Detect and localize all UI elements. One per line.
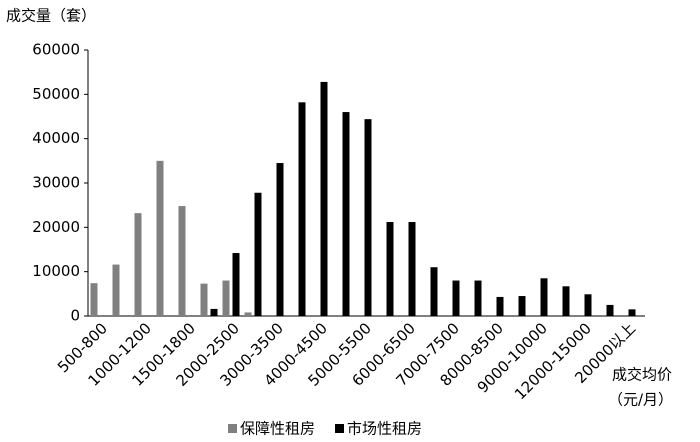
bar (210, 308, 218, 316)
bar (254, 192, 262, 316)
y-tick-label: 20000 (32, 218, 80, 236)
bar (386, 222, 394, 316)
bar (606, 304, 614, 316)
bar (452, 280, 460, 316)
x-axis-title: 成交均价 (612, 366, 672, 384)
y-tick-label: 30000 (32, 174, 80, 192)
y-axis-title: 成交量（套） (6, 7, 96, 25)
bar (628, 309, 636, 316)
bar (474, 280, 482, 316)
bar (232, 253, 240, 316)
bar (540, 278, 548, 316)
bar (518, 296, 526, 316)
y-tick-label: 40000 (32, 129, 80, 147)
bar (156, 160, 164, 316)
bar (364, 119, 372, 316)
bar (222, 280, 230, 316)
bar (562, 286, 570, 316)
legend-swatch (335, 424, 345, 433)
bar (178, 206, 186, 316)
bar (430, 267, 438, 316)
y-tick-label: 10000 (32, 262, 80, 280)
bar (200, 283, 208, 316)
x-tick-label: 12000-15000 (511, 319, 595, 403)
x-axis-title: （元/月） (608, 391, 673, 409)
bar (134, 213, 142, 316)
bar (342, 112, 350, 316)
bar (112, 264, 120, 316)
bar (244, 312, 252, 316)
y-tick-label: 50000 (32, 85, 80, 103)
bar (496, 296, 504, 316)
legend-label: 市场性租房 (347, 420, 422, 438)
y-tick-label: 60000 (32, 41, 80, 59)
legend-swatch (228, 424, 237, 433)
bar (276, 163, 284, 316)
bar (90, 283, 98, 316)
bar (298, 102, 306, 317)
legend-label: 保障性租房 (240, 420, 315, 438)
bar (584, 294, 592, 316)
bar (320, 81, 328, 316)
y-tick-label: 0 (70, 307, 80, 325)
bar (408, 222, 416, 316)
